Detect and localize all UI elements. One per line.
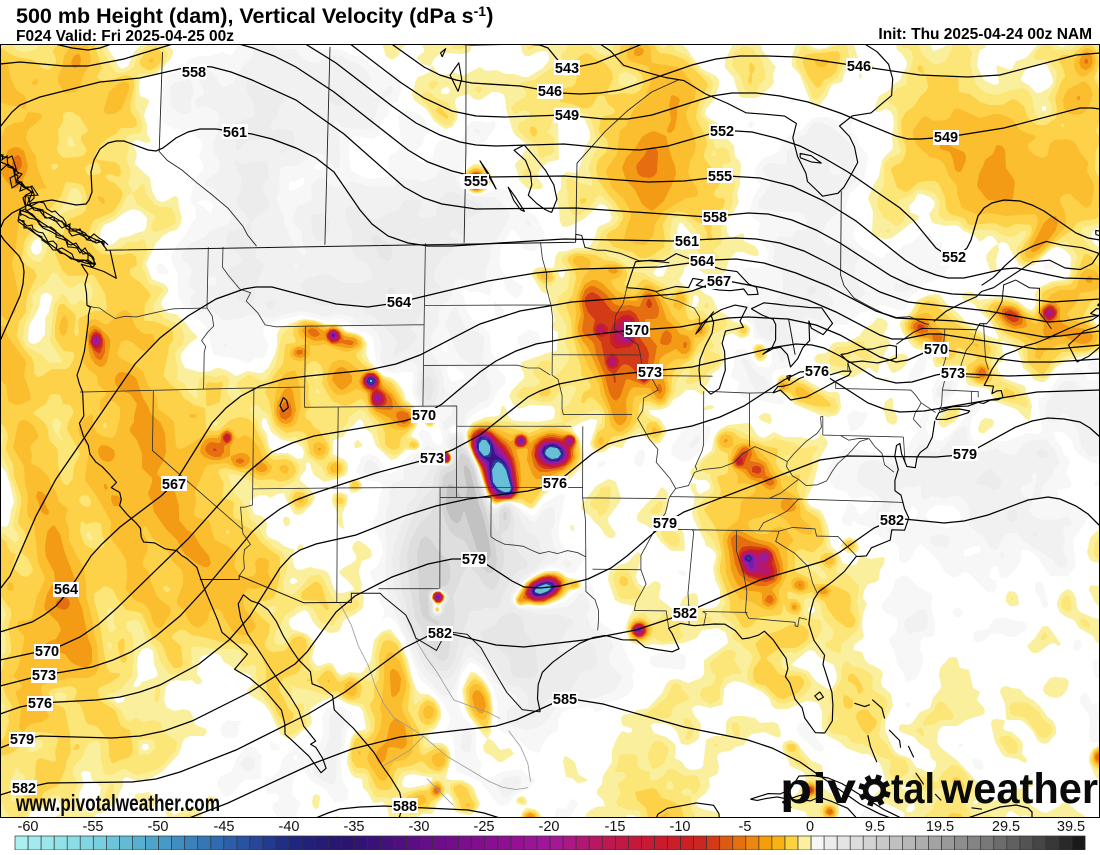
svg-text:-30: -30 — [409, 819, 430, 835]
svg-text:552: 552 — [942, 250, 966, 266]
svg-text:576: 576 — [805, 364, 829, 380]
svg-text:-5: -5 — [739, 819, 752, 835]
svg-text:579: 579 — [653, 516, 677, 532]
svg-text:-50: -50 — [148, 819, 169, 835]
svg-text:582: 582 — [428, 626, 452, 642]
svg-text:552: 552 — [710, 124, 734, 140]
svg-text:576: 576 — [28, 696, 52, 712]
svg-text:39.5: 39.5 — [1057, 819, 1085, 835]
svg-text:567: 567 — [707, 274, 731, 290]
svg-text:555: 555 — [708, 169, 732, 185]
svg-text:546: 546 — [538, 84, 562, 100]
svg-text:www.pivotalweather.com: www.pivotalweather.com — [15, 790, 220, 816]
svg-text:570: 570 — [35, 644, 59, 660]
svg-text:9.5: 9.5 — [865, 819, 885, 835]
svg-text:-60: -60 — [18, 819, 39, 835]
svg-text:558: 558 — [182, 65, 206, 81]
svg-text:500 mb Height (dam), Vertical: 500 mb Height (dam), Vertical Velocity (… — [16, 3, 493, 28]
svg-text:tal: tal — [891, 765, 935, 813]
svg-text:576: 576 — [543, 476, 567, 492]
svg-text:570: 570 — [412, 408, 436, 424]
svg-text:-10: -10 — [670, 819, 691, 835]
svg-text:-55: -55 — [83, 819, 104, 835]
svg-text:564: 564 — [690, 254, 714, 270]
svg-text:549: 549 — [555, 108, 579, 124]
svg-text:-40: -40 — [279, 819, 300, 835]
svg-text:546: 546 — [847, 59, 871, 75]
svg-text:588: 588 — [393, 799, 417, 815]
svg-text:-45: -45 — [214, 819, 235, 835]
svg-text:0: 0 — [806, 819, 814, 835]
svg-text:570: 570 — [924, 342, 948, 358]
svg-text:579: 579 — [10, 732, 34, 748]
svg-text:582: 582 — [673, 606, 697, 622]
svg-text:567: 567 — [162, 477, 186, 493]
svg-text:570: 570 — [625, 323, 649, 339]
svg-text:579: 579 — [462, 552, 486, 568]
svg-text:579: 579 — [953, 447, 977, 463]
svg-text:585: 585 — [553, 692, 577, 708]
svg-text:-15: -15 — [605, 819, 626, 835]
svg-text:29.5: 29.5 — [992, 819, 1020, 835]
svg-text:561: 561 — [223, 125, 247, 141]
svg-text:-25: -25 — [474, 819, 495, 835]
svg-text:564: 564 — [387, 295, 411, 311]
svg-text:573: 573 — [32, 668, 56, 684]
svg-text:573: 573 — [941, 366, 965, 382]
svg-text:543: 543 — [555, 61, 579, 77]
svg-text:582: 582 — [880, 513, 904, 529]
svg-text:Init: Thu 2025-04-24 00z NAM: Init: Thu 2025-04-24 00z NAM — [878, 26, 1092, 43]
svg-text:-35: -35 — [344, 819, 365, 835]
svg-text:549: 549 — [934, 130, 958, 146]
svg-text:582: 582 — [12, 781, 36, 797]
svg-text:weather: weather — [940, 765, 1098, 813]
svg-text:558: 558 — [703, 210, 727, 226]
svg-text:-20: -20 — [539, 819, 560, 835]
svg-text:19.5: 19.5 — [926, 819, 954, 835]
svg-text:573: 573 — [420, 451, 444, 467]
svg-text:561: 561 — [675, 234, 699, 250]
svg-text:555: 555 — [464, 174, 488, 190]
svg-text:573: 573 — [638, 365, 662, 381]
svg-text:564: 564 — [54, 582, 78, 598]
svg-text:piv: piv — [780, 765, 856, 813]
svg-text:F024 Valid: Fri 2025-04-25 00z: F024 Valid: Fri 2025-04-25 00z — [16, 28, 234, 45]
